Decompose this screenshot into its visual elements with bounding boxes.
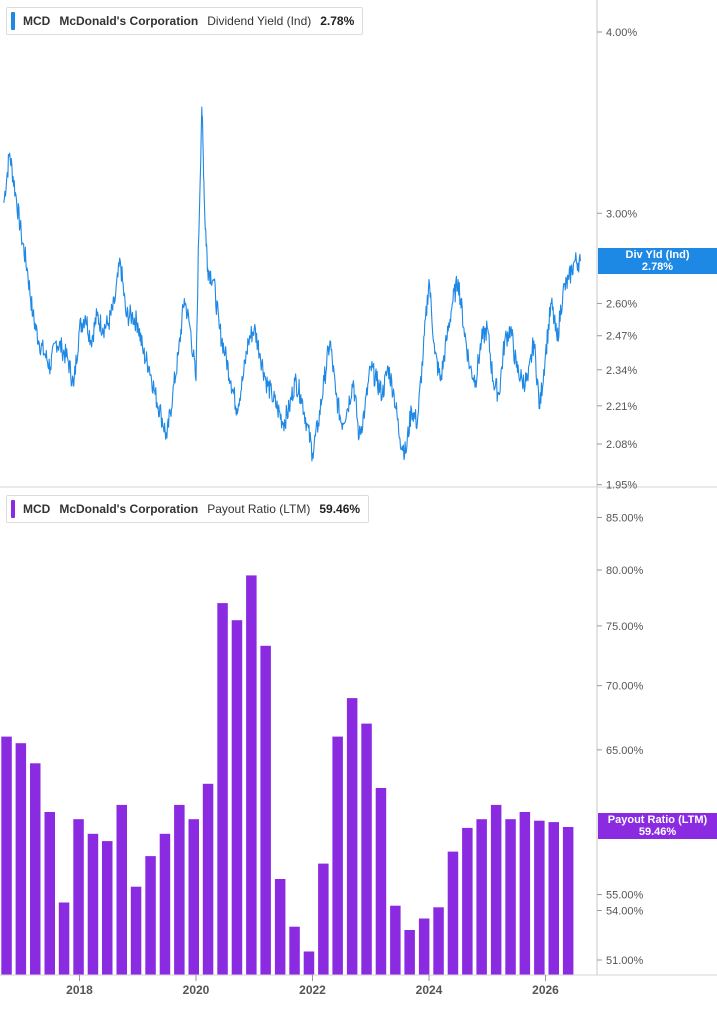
payout-bar <box>476 819 487 975</box>
yield-y-tick-label: 4.00% <box>606 27 637 39</box>
yield-y-tick-label: 3.00% <box>606 208 637 220</box>
payout-bar <box>274 879 286 975</box>
legend-value: 59.46% <box>319 502 361 516</box>
legend-company: McDonald's Corporation <box>59 14 199 28</box>
yield-y-tick-label: 2.60% <box>606 298 637 310</box>
payout-bar <box>116 804 127 975</box>
x-tick-label: 2020 <box>183 983 210 997</box>
payout-y-tick-label: 55.00% <box>606 890 644 902</box>
payout-bar <box>433 907 444 975</box>
payout-bar <box>361 723 372 975</box>
payout-ratio-value-tag: Payout Ratio (LTM) 59.46% <box>598 813 717 840</box>
tag-label: Div Yld (Ind) <box>625 249 690 262</box>
yield-y-tick-label: 2.34% <box>606 365 637 377</box>
payout-bar <box>519 812 531 975</box>
payout-bar <box>188 819 199 975</box>
payout-ratio-plot <box>1 575 574 975</box>
payout-y-tick-label: 80.00% <box>606 565 644 577</box>
payout-bar <box>346 698 358 975</box>
yield-y-tick-label: 2.47% <box>606 331 637 343</box>
payout-bar <box>73 819 84 975</box>
payout-bar <box>58 902 70 975</box>
payout-bar <box>174 804 185 975</box>
dividend-yield-line <box>3 106 581 462</box>
legend-metric: Dividend Yield (Ind) <box>207 14 312 28</box>
payout-bar <box>15 743 27 975</box>
payout-bar <box>404 930 415 975</box>
payout-bar <box>418 918 430 975</box>
payout-bar <box>130 886 142 975</box>
payout-bar <box>318 863 329 975</box>
payout-bar <box>260 645 271 975</box>
payout-bar <box>534 820 545 975</box>
x-tick-label: 2022 <box>299 983 326 997</box>
x-tick-label: 2026 <box>532 983 559 997</box>
payout-bar <box>548 822 559 975</box>
legend-company: McDonald's Corporation <box>59 502 199 516</box>
payout-bar <box>375 788 387 975</box>
payout-bar <box>562 827 574 975</box>
yield-color-swatch <box>11 12 15 30</box>
payout-bar <box>44 812 55 975</box>
legend-value: 2.78% <box>320 14 355 28</box>
payout-y-tick-label: 51.00% <box>606 955 644 967</box>
dividend-yield-value-tag: Div Yld (Ind) 2.78% <box>598 248 717 275</box>
payout-y-tick-label: 70.00% <box>606 681 644 693</box>
payout-bar <box>159 833 171 975</box>
payout-bar <box>30 763 41 975</box>
payout-bar <box>390 905 401 975</box>
tag-value: 2.78% <box>641 261 674 274</box>
payout-bar <box>303 951 315 975</box>
payout-bar <box>332 736 343 975</box>
payout-bar <box>246 575 257 975</box>
payout-bar <box>1 736 12 975</box>
yield-y-tick-label: 1.95% <box>606 480 637 492</box>
payout-bar <box>447 851 459 975</box>
legend-ticker: MCD <box>23 502 51 516</box>
dividend-yield-legend: MCD McDonald's Corporation Dividend Yiel… <box>6 7 364 35</box>
payout-bar <box>505 819 516 975</box>
payout-y-tick-label: 85.00% <box>606 512 644 524</box>
payout-bar <box>462 827 473 975</box>
payout-y-tick-label: 65.00% <box>606 745 644 757</box>
payout-bar <box>289 926 300 975</box>
tag-value: 59.46% <box>638 826 677 839</box>
legend-ticker: MCD <box>23 14 51 28</box>
payout-bar <box>217 603 228 975</box>
tag-label: Payout Ratio (LTM) <box>607 814 708 827</box>
payout-bar <box>202 783 214 975</box>
payout-bar <box>231 620 243 975</box>
payout-y-tick-label: 54.00% <box>606 905 644 917</box>
dividend-yield-plot <box>3 106 581 462</box>
payout-ratio-legend: MCD McDonald's Corporation Payout Ratio … <box>6 495 370 523</box>
legend-metric: Payout Ratio (LTM) <box>207 502 311 516</box>
yield-y-tick-label: 2.08% <box>606 439 637 451</box>
x-tick-label: 2024 <box>416 983 443 997</box>
payout-y-tick-label: 75.00% <box>606 621 644 633</box>
payout-bar <box>145 856 156 975</box>
yield-y-tick-label: 2.21% <box>606 401 637 413</box>
payout-bar <box>102 841 113 975</box>
x-tick-label: 2018 <box>66 983 93 997</box>
payout-color-swatch <box>11 500 15 518</box>
payout-bar <box>87 833 99 975</box>
payout-bar <box>490 804 502 975</box>
